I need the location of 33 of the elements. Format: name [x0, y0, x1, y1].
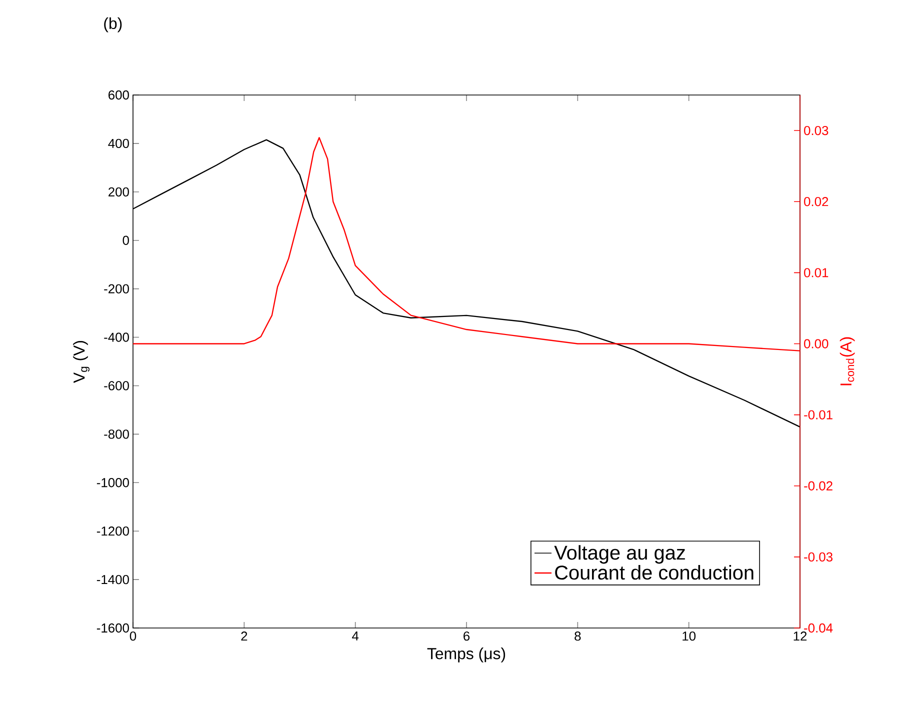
y2-tick-label: 0.00 [804, 339, 828, 348]
x-tick-label: 6 [464, 632, 470, 641]
y-tick-label: -1000 [96, 478, 129, 488]
y-tick-label: -1600 [96, 623, 129, 633]
y-tick-label: 600 [108, 90, 129, 100]
chart-title: (b) [104, 17, 122, 32]
y2-tick-label: 0.02 [804, 197, 828, 206]
y2-tick-label: -0.02 [804, 481, 832, 490]
x-tick-label: 12 [794, 632, 807, 641]
y-tick-label: -800 [104, 430, 129, 439]
y2-tick-label: -0.01 [804, 410, 832, 420]
x-tick-label: 10 [682, 632, 696, 641]
y2-axis-title: I$_{cond}$(A) [840, 337, 855, 386]
y-axis-title: V$_{g}$ (V) [73, 340, 90, 383]
y-tick-label: 0 [122, 236, 129, 245]
legend-label: Voltage au gaz [554, 545, 685, 564]
y-tick-label: 200 [108, 187, 129, 196]
y-tick-label: 400 [108, 138, 129, 148]
x-tick-label: 2 [241, 632, 248, 641]
x-tick-label: 0 [130, 632, 136, 641]
y2-tick-label: 0.01 [804, 268, 828, 278]
y-tick-label: -400 [104, 332, 129, 342]
y2-tick-label: -0.04 [804, 623, 833, 633]
x-tick-label: 4 [352, 632, 359, 640]
x-axis-title: Temps (μs) [427, 648, 506, 662]
y2-tick-label: -0.03 [804, 552, 832, 562]
y-tick-label: -1400 [96, 574, 129, 584]
y-tick-label: -200 [104, 284, 129, 294]
y-tick-label: -600 [104, 381, 129, 390]
x-tick-label: 8 [574, 632, 581, 641]
y2-tick-label: 0.03 [804, 126, 828, 136]
y-tick-label: -1200 [96, 526, 129, 536]
legend-label: Courant de conduction [555, 565, 754, 580]
